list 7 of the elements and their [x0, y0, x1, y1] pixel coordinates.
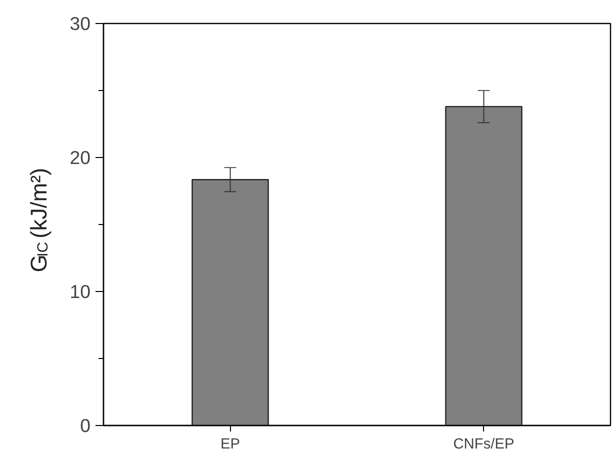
y-tick-label: 10	[70, 281, 91, 302]
y-tick-label: 30	[70, 13, 91, 34]
y-tick-label: 20	[70, 147, 91, 168]
x-tick-label: CNFs/EP	[453, 436, 514, 452]
y-axis-title: GIC (kJ/m²)	[26, 168, 52, 272]
x-tick-label: EP	[220, 436, 240, 452]
y-tick-label: 0	[80, 415, 91, 436]
